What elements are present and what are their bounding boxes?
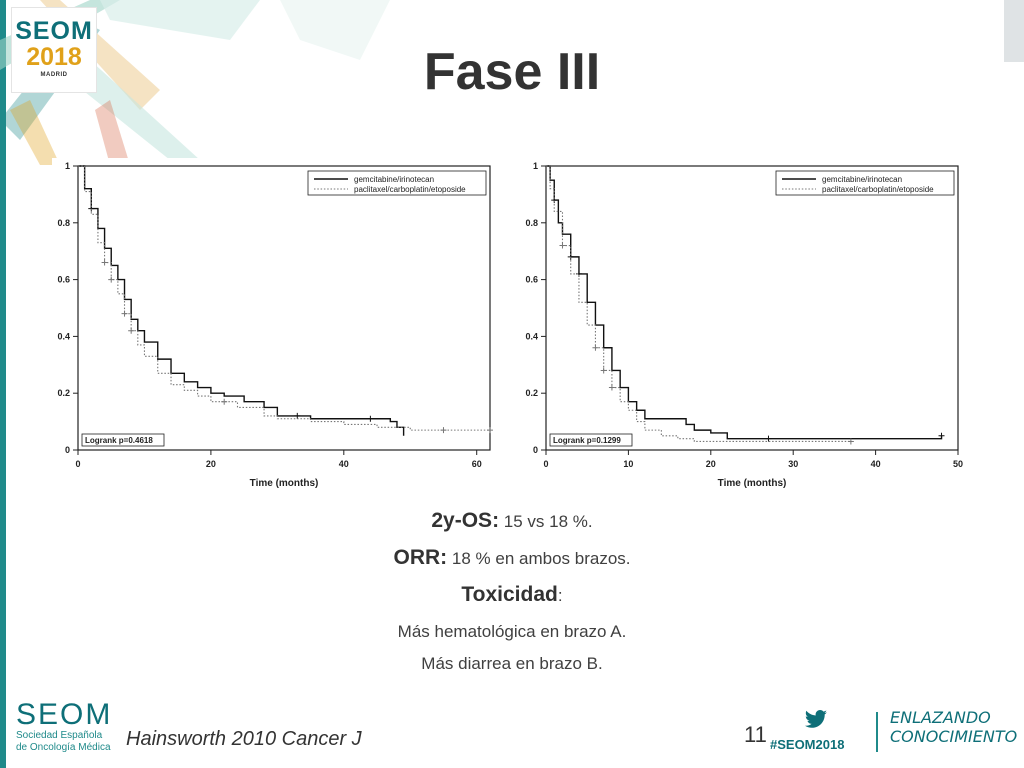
hashtag: #SEOM2018 xyxy=(770,737,845,752)
censor-mark xyxy=(600,367,607,374)
org-logo-name: SEOM xyxy=(16,698,113,731)
x-tick-label: 0 xyxy=(75,459,80,469)
censor-mark xyxy=(592,344,599,351)
logrank-annotation: Logrank p=0.4618 xyxy=(85,436,153,445)
org-logo-line1: Sociedad Española xyxy=(16,730,103,741)
x-tick-label: 40 xyxy=(871,459,881,469)
logrank-annotation: Logrank p=0.1299 xyxy=(553,436,621,445)
x-tick-label: 30 xyxy=(788,459,798,469)
bullet-toxicity: Toxicidad: xyxy=(0,580,1024,617)
slogan: ENLAZANDO CONOCIMIENTO xyxy=(890,708,1017,746)
slogan-line2: CONOCIMIENTO xyxy=(890,727,1018,746)
page-number: 11 xyxy=(744,722,767,747)
censor-mark xyxy=(221,398,228,405)
bullet-os-text: 15 vs 18 %. xyxy=(499,512,593,531)
bullet-os-label: 2y-OS: xyxy=(431,509,500,532)
twitter-bird-icon xyxy=(805,710,827,728)
org-logo: SEOM Sociedad Española de Oncología Médi… xyxy=(16,700,112,754)
censor-mark xyxy=(128,327,135,334)
y-tick-label: 1 xyxy=(533,161,538,171)
censor-mark xyxy=(440,427,447,434)
y-tick-label: 0.6 xyxy=(57,275,70,285)
y-tick-label: 1 xyxy=(65,161,70,171)
bullet-os: 2y-OS: 15 vs 18 %. xyxy=(0,506,1024,543)
bullet-orr: ORR: 18 % en ambos brazos. xyxy=(0,543,1024,580)
accent-bar xyxy=(0,0,6,768)
top-right-decoration xyxy=(1004,0,1024,62)
x-tick-label: 20 xyxy=(706,459,716,469)
x-tick-label: 20 xyxy=(206,459,216,469)
x-tick-label: 40 xyxy=(339,459,349,469)
bullet-orr-text: 18 % en ambos brazos. xyxy=(447,549,631,568)
y-tick-label: 0.4 xyxy=(57,331,70,341)
x-axis-label: Time (months) xyxy=(250,478,319,489)
slide-title: Fase III xyxy=(423,43,601,101)
km-chart-left: 0 20 40 60 0 0.2 0.4 0.6 0.8 1 Time (months) gemcit… xyxy=(52,158,498,492)
censor-mark xyxy=(608,384,615,391)
event-logo-seom: SEOM xyxy=(15,17,93,45)
y-tick-label: 0.4 xyxy=(525,331,538,341)
sub-bullet-hematologic: Más hematológica en brazo A. xyxy=(397,622,627,641)
censor-mark xyxy=(487,427,493,434)
y-tick-label: 0.8 xyxy=(525,218,538,228)
censor-mark xyxy=(101,259,108,266)
footer-divider xyxy=(876,712,878,752)
legend-entry: paclitaxel/carboplatin/etoposide xyxy=(822,185,934,194)
x-axis-label: Time (months) xyxy=(718,478,787,489)
censor-mark xyxy=(367,415,374,422)
legend-box xyxy=(775,170,955,196)
y-tick-label: 0.8 xyxy=(57,218,70,228)
censor-mark xyxy=(121,310,128,317)
y-tick-label: 0 xyxy=(65,445,70,455)
bullet-toxicity-label: Toxicidad xyxy=(461,583,558,606)
y-tick-label: 0.6 xyxy=(525,275,538,285)
logrank-box xyxy=(81,433,165,447)
citation: Hainsworth 2010 Cancer J xyxy=(126,728,362,750)
logrank-box xyxy=(549,433,633,447)
x-tick-label: 10 xyxy=(623,459,633,469)
censor-mark xyxy=(559,242,566,249)
km-chart-right: 0 10 20 30 40 50 0 0.2 0.4 0.6 0.8 1 Time (months) ge… xyxy=(520,158,966,492)
event-logo-year: 2018 xyxy=(26,43,82,71)
plot-frame xyxy=(545,165,959,451)
x-tick-label: 60 xyxy=(472,459,482,469)
bullet-orr-label: ORR: xyxy=(393,546,448,569)
censor-mark xyxy=(108,276,115,283)
x-tick-label: 0 xyxy=(543,459,548,469)
org-logo-line2: de Oncología Médica xyxy=(16,742,111,753)
censor-mark xyxy=(294,412,301,419)
series-line-a xyxy=(546,165,943,440)
censor-mark xyxy=(938,432,945,439)
x-tick-label: 50 xyxy=(953,459,963,469)
y-tick-label: 0 xyxy=(533,445,538,455)
y-tick-label: 0.2 xyxy=(525,388,538,398)
legend-box xyxy=(307,170,487,196)
event-logo: SEOM 2018 MADRID xyxy=(12,8,96,92)
series-line-b xyxy=(78,165,490,431)
y-tick-label: 0.2 xyxy=(57,388,70,398)
sub-bullet-diarrhea: Más diarrea en brazo B. xyxy=(421,654,603,673)
bullet-toxicity-text: : xyxy=(557,586,563,605)
legend-entry: gemcitabine/irinotecan xyxy=(354,175,434,184)
event-logo-city: MADRID xyxy=(40,72,68,78)
legend-entry: paclitaxel/carboplatin/etoposide xyxy=(354,185,466,194)
results-text: 2y-OS: 15 vs 18 %. ORR: 18 % en ambos br… xyxy=(0,506,1024,681)
censor-mark xyxy=(765,435,772,442)
slogan-line1: ENLAZANDO xyxy=(890,708,991,727)
plot-frame xyxy=(77,165,491,451)
legend-entry: gemcitabine/irinotecan xyxy=(822,175,902,184)
censor-mark xyxy=(847,438,854,445)
